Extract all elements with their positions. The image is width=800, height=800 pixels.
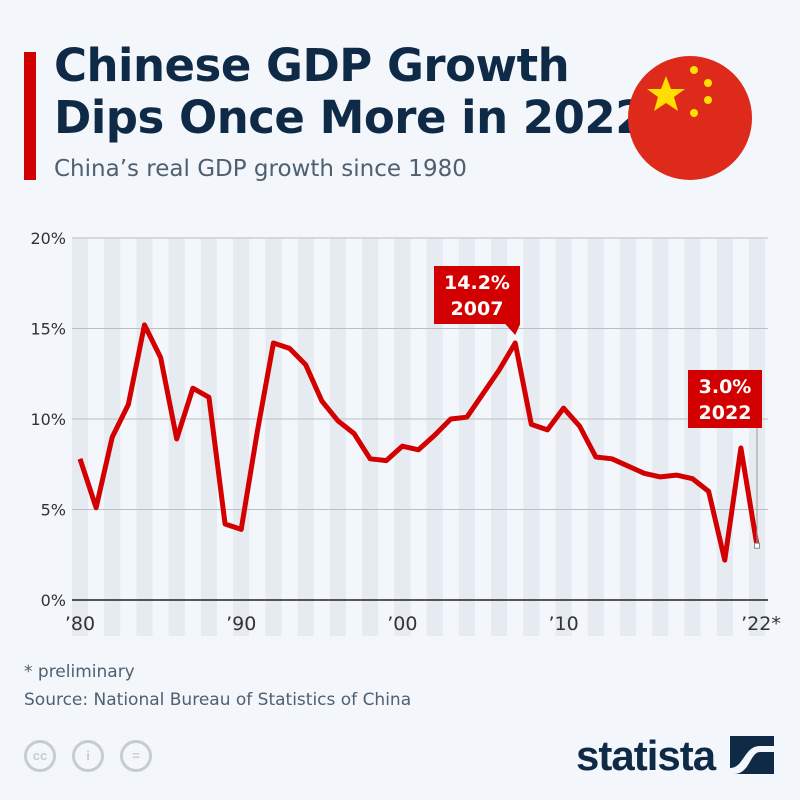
year-stripe [233,238,250,636]
year-stripe [362,238,379,636]
x-tick-label: ’90 [226,613,256,635]
subtitle: China’s real GDP growth since 1980 [54,156,467,182]
x-tick-label: ’22* [741,613,781,635]
x-tick-label: ’10 [548,613,578,635]
year-stripe [71,238,89,636]
footnote: * preliminary [24,662,135,682]
year-stripe [394,238,411,636]
y-tick-label: 0% [41,591,66,610]
annotation-2022-value: 3.0% [699,376,752,398]
year-stripe [265,238,282,636]
x-tick-label: ’00 [387,613,417,635]
cc-icon[interactable]: cc [24,740,56,772]
title-line-1: Chinese GDP Growth [54,39,570,92]
y-tick-label: 10% [30,410,66,429]
annotation-2007-box [434,266,520,324]
annotation-2007-year: 2007 [451,298,504,320]
annotation-2007-pointer [505,324,521,335]
year-stripe [619,238,637,636]
title-line-2: Dips Once More in 2022 [54,91,647,144]
year-stripe [329,238,346,636]
annotation-2007-value: 14.2% [444,272,510,294]
statista-logo[interactable]: statista [576,732,774,780]
china-flag-icon [628,56,752,180]
y-tick-label: 5% [41,501,66,520]
year-stripe [587,238,604,636]
year-stripe [200,238,218,636]
no-derivatives-icon[interactable]: = [120,740,152,772]
source: Source: National Bureau of Statistics of… [24,690,412,710]
y-tick-label: 15% [30,320,66,339]
annotation-2022-box [688,370,762,428]
year-stripe [555,238,572,636]
page-title: Chinese GDP Growth Dips Once More in 2022 [54,39,647,144]
year-stripe [523,238,540,636]
annotation-2022-year: 2022 [699,402,752,424]
statista-logo-icon [729,736,774,774]
title-accent-bar [24,52,36,180]
year-stripe [458,238,475,636]
attribution-icon[interactable]: i [72,740,104,772]
x-tick-label: ’80 [65,613,95,635]
year-stripe [716,238,733,636]
year-stripe [652,238,669,636]
year-stripe [136,238,153,636]
year-stripe [297,238,314,636]
year-stripe [684,238,701,636]
last-point-marker [754,542,760,549]
y-tick-label: 20% [30,229,66,248]
year-stripe [491,238,508,636]
